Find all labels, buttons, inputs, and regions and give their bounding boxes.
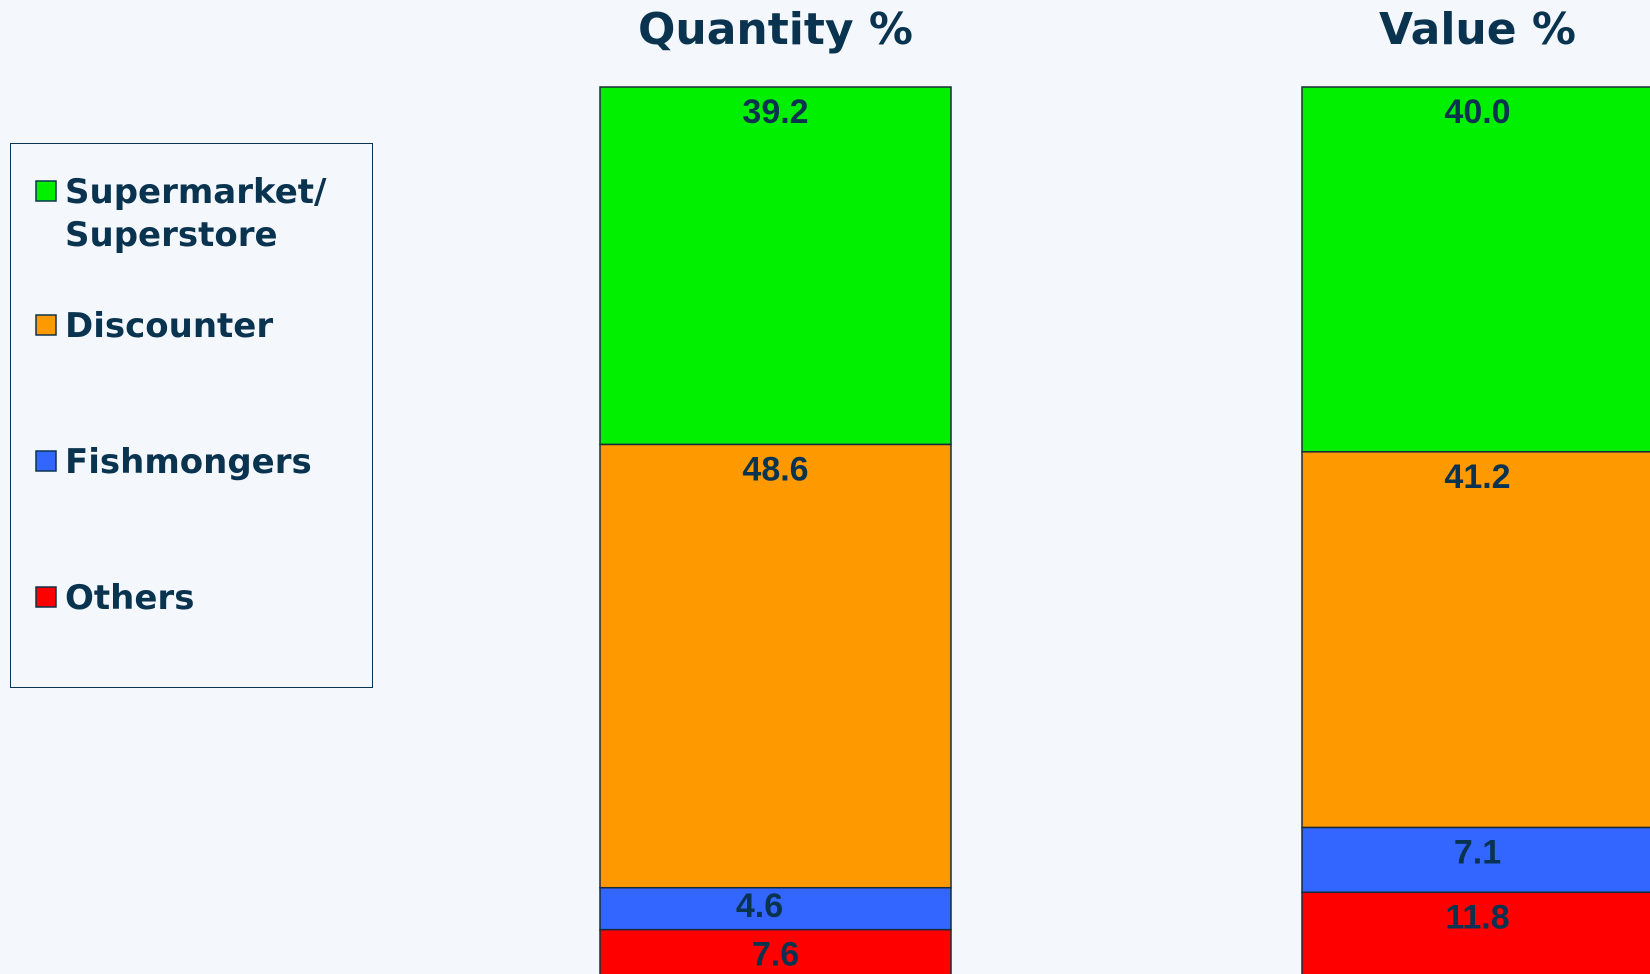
bar-segment-quantity-fishmongers	[599, 886, 952, 931]
data-label-value-discounter: 41.2	[1444, 458, 1510, 496]
legend-swatch-others	[35, 586, 57, 608]
legend-label-line: Superstore	[65, 215, 278, 255]
data-label-value-others: 11.8	[1445, 898, 1509, 936]
legend-label-others: Others	[65, 578, 194, 618]
legend-swatch-fishmongers	[35, 450, 57, 472]
legend-label-fishmongers: Fishmongers	[65, 442, 312, 482]
bar-segment-quantity-supermarket-superstore	[599, 86, 952, 446]
legend-label-line: Discounter	[65, 306, 273, 346]
data-label-quantity-others: 7.6	[752, 936, 799, 974]
column-titles: Quantity % Value %	[638, 4, 1576, 55]
legend-label-supermarket-superstore: Supermarket/Superstore	[65, 172, 327, 255]
bar-segment-value-discounter	[1301, 451, 1650, 829]
column-title-quantity: Quantity %	[638, 4, 913, 55]
legend-swatch-supermarket-superstore	[35, 180, 57, 202]
bar-segment-quantity-discounter	[599, 443, 952, 889]
data-label-value-fishmongers: 7.1	[1454, 834, 1501, 872]
data-label-value-supermarket-superstore: 40.0	[1444, 93, 1510, 131]
data-label-quantity-fishmongers: 4.6	[736, 887, 783, 925]
legend-frame	[10, 143, 373, 688]
data-label-quantity-supermarket-superstore: 39.2	[742, 93, 808, 131]
legend-label-line: Others	[65, 578, 194, 618]
data-label-quantity-discounter: 48.6	[742, 451, 808, 489]
legend-label-discounter: Discounter	[65, 306, 273, 346]
legend-label-line: Fishmongers	[65, 442, 312, 482]
bar-segment-quantity-others	[599, 928, 952, 974]
bar-segment-value-others	[1301, 891, 1650, 974]
legend: Supermarket/Superstore Discounter Fishmong…	[10, 143, 373, 688]
legend-swatch-discounter	[35, 314, 57, 336]
column-title-value: Value %	[1379, 4, 1576, 55]
bar-segment-value-fishmongers	[1301, 826, 1650, 894]
bar-segment-value-supermarket-superstore	[1301, 86, 1650, 453]
legend-label-line: Supermarket/	[65, 172, 327, 212]
bars-layer: 39.2 48.6 4.6 7.6 40.0 41.2 7.1 11.8	[599, 86, 1650, 974]
